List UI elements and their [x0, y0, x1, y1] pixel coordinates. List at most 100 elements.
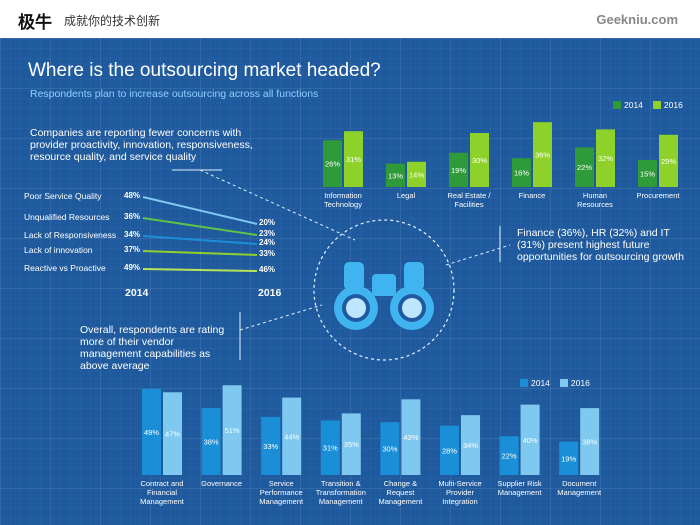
bottom-chart-data-label: 40%	[523, 436, 538, 445]
finance-note: Finance (36%), HR (32%) and IT (31%) pre…	[517, 227, 684, 263]
top-chart-category-label: Finance	[519, 191, 546, 200]
bottom-chart-bar	[142, 388, 161, 475]
top-chart-bar	[344, 131, 363, 187]
concern-line	[142, 217, 258, 236]
legend-label: 2014	[531, 378, 550, 388]
bottom-chart-bar	[261, 416, 281, 475]
concern-value-2014: 48%	[124, 191, 141, 200]
year-label-2014: 2014	[125, 287, 149, 299]
top-chart-legend: 2014 2016	[613, 100, 689, 110]
bottom-chart-legend: 2014 2016	[520, 378, 596, 388]
bottom-chart-data-label: 34%	[463, 441, 478, 450]
top-chart-category-label: Procurement	[637, 191, 681, 200]
legend-swatch	[559, 379, 568, 387]
bottom-chart-category-label: Governance	[201, 479, 242, 488]
top-chart-data-label: 32%	[598, 154, 613, 163]
site-link[interactable]: Geekniu.com	[596, 12, 678, 27]
concern-label: Unqualified Resources	[24, 212, 110, 222]
bottom-chart-category-label: Multi-Service Provider Integration	[438, 479, 481, 506]
legend-swatch	[520, 379, 528, 387]
top-chart-data-label: 22%	[577, 163, 592, 172]
page-subtitle: Respondents plan to increase outsourcing…	[30, 88, 319, 100]
bottom-chart-data-label: 47%	[165, 430, 180, 439]
bottom-chart-data-label: 44%	[284, 432, 299, 441]
concern-label: Lack of Responsiveness	[24, 230, 117, 240]
top-chart-category-label: Information Technology	[324, 191, 362, 209]
bottom-chart-bar	[520, 404, 540, 475]
top-chart-bar	[533, 122, 552, 187]
hub-circle	[313, 219, 455, 361]
bottom-chart-bar	[401, 399, 421, 475]
top-chart-data-label: 29%	[661, 157, 676, 166]
legend-label: 2016	[570, 378, 590, 388]
top-chart-category-label: Human Resources	[577, 191, 613, 209]
legend-item: 2016	[559, 378, 590, 388]
concern-label: Lack of innovation	[24, 245, 93, 255]
bottom-chart-data-label: 28%	[442, 446, 457, 455]
concern-line	[142, 235, 258, 245]
top-chart-category-label: Legal	[397, 191, 416, 200]
legend-item: 2014	[613, 100, 643, 110]
legend-item: 2014	[520, 378, 550, 388]
bottom-chart-bar	[461, 415, 480, 475]
bottom-chart-bar	[440, 425, 459, 475]
concern-value-2014: 34%	[124, 230, 141, 239]
bottom-chart-bar	[559, 441, 579, 475]
top-chart-bar	[407, 161, 426, 187]
top-chart-data-label: 19%	[451, 166, 466, 175]
binoculars-icon	[334, 262, 434, 330]
brand-slogan: 成就你的技术创新	[64, 14, 161, 28]
concern-value-2016: 24%	[259, 238, 276, 247]
legend-label: 2014	[624, 100, 643, 110]
top-chart-data-label: 26%	[325, 160, 340, 169]
top-chart-bar	[386, 163, 405, 187]
concern-value-2014: 37%	[124, 245, 141, 254]
bottom-chart-category-label: Change & Request Management	[379, 479, 424, 506]
bottom-chart-bar	[320, 420, 340, 475]
year-label-2016: 2016	[258, 287, 282, 299]
top-chart-data-label: 15%	[640, 170, 655, 179]
bottom-chart-bar	[580, 408, 600, 475]
concern-value-2016: 46%	[259, 265, 276, 274]
legend-swatch	[613, 101, 621, 109]
bottom-chart-bar	[341, 413, 361, 475]
bottom-chart-data-label: 49%	[144, 428, 159, 437]
vendor-note: Overall, respondents are rating more of …	[80, 324, 225, 372]
legend-item: 2016	[652, 100, 683, 110]
concern-line	[142, 268, 258, 272]
top-chart-bar	[512, 158, 531, 187]
concern-line	[142, 250, 258, 256]
page-title: Where is the outsourcing market headed?	[28, 60, 381, 81]
bottom-chart-category-label: Document Management	[557, 479, 602, 497]
top-chart-bar	[470, 133, 489, 187]
top-chart-data-label: 31%	[346, 155, 361, 164]
bottom-chart-data-label: 30%	[382, 445, 397, 454]
top-chart-data-label: 16%	[514, 169, 529, 178]
top-chart-bar	[659, 134, 678, 187]
top-chart-data-label: 36%	[535, 151, 550, 160]
brand-logo: 极牛	[18, 13, 52, 33]
concern-label: Reactive vs Proactive	[24, 263, 106, 273]
top-chart-bar	[323, 140, 342, 187]
top-chart-bar	[575, 147, 594, 187]
top-chart-category-label: Real Estate / Facilities	[448, 191, 492, 209]
concern-line	[142, 196, 258, 225]
top-chart-data-label: 14%	[409, 170, 424, 179]
bottom-chart-data-label: 22%	[502, 452, 517, 461]
bottom-chart-data-label: 31%	[323, 444, 338, 453]
bottom-chart-bar	[222, 385, 242, 475]
concern-label: Poor Service Quality	[24, 191, 102, 201]
concern-value-2014: 49%	[124, 263, 141, 272]
top-chart-data-label: 30%	[472, 156, 487, 165]
legend-label: 2016	[663, 100, 683, 110]
concerns-note: Companies are reporting fewer concerns w…	[30, 127, 253, 163]
top-chart-data-label: 13%	[388, 171, 403, 180]
bottom-chart-bar	[201, 408, 221, 475]
bottom-chart-data-label: 43%	[403, 433, 418, 442]
bottom-chart-data-label: 33%	[263, 442, 278, 451]
top-chart-bar	[449, 152, 468, 187]
header-bar: 极牛 成就你的技术创新 Geekniu.com	[0, 0, 700, 38]
bottom-chart-data-label: 38%	[582, 438, 597, 447]
